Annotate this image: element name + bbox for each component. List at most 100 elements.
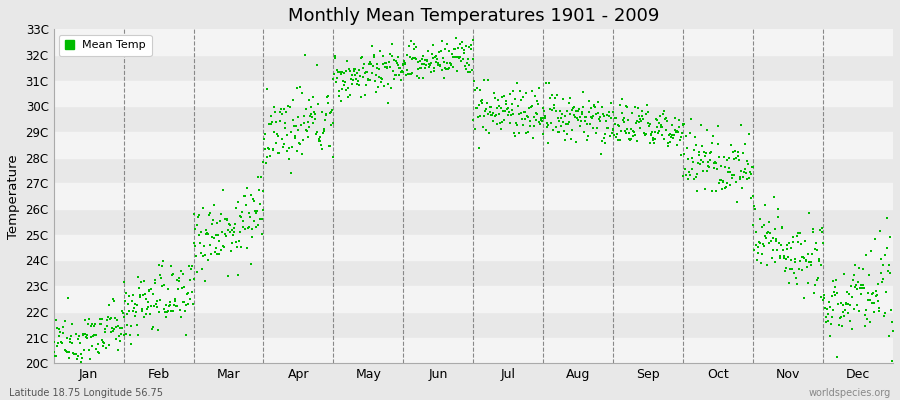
Point xyxy=(121,311,135,318)
Point xyxy=(851,308,866,314)
Point xyxy=(738,140,752,147)
Point xyxy=(814,225,829,231)
Point xyxy=(94,316,109,322)
Point xyxy=(607,132,621,138)
Point xyxy=(811,275,825,281)
Point xyxy=(331,68,346,75)
Point xyxy=(246,226,260,232)
Point xyxy=(109,324,123,330)
Point xyxy=(768,225,782,232)
Point xyxy=(112,325,127,332)
Point xyxy=(816,240,831,246)
Point xyxy=(619,126,634,132)
Point xyxy=(572,114,587,121)
Point xyxy=(748,206,762,212)
Point xyxy=(382,64,397,70)
Point xyxy=(805,250,819,257)
Point xyxy=(709,188,724,194)
Point xyxy=(307,109,321,116)
Point xyxy=(671,116,686,123)
Point xyxy=(649,116,663,122)
Point xyxy=(181,290,195,296)
Point xyxy=(652,128,666,134)
Point xyxy=(218,216,232,222)
Point xyxy=(62,349,77,355)
Point xyxy=(298,51,312,58)
Point xyxy=(698,152,712,159)
Point xyxy=(460,69,474,75)
Point xyxy=(444,60,458,67)
Point xyxy=(720,157,734,164)
Point xyxy=(752,240,767,246)
Point xyxy=(463,68,477,75)
Point xyxy=(661,143,675,149)
Point xyxy=(336,86,350,92)
Point xyxy=(642,122,656,129)
Point xyxy=(448,35,463,42)
Point xyxy=(764,238,778,244)
Point xyxy=(203,250,218,257)
Point xyxy=(317,128,331,134)
Point xyxy=(664,132,679,139)
Point xyxy=(796,255,811,262)
Point xyxy=(611,122,625,128)
Bar xyxy=(54,29,893,55)
Point xyxy=(455,45,470,51)
Point xyxy=(697,149,711,155)
Point xyxy=(280,132,294,138)
Bar xyxy=(54,183,893,209)
Point xyxy=(619,102,634,109)
Point xyxy=(641,120,655,126)
Point xyxy=(501,112,516,118)
Point xyxy=(361,76,375,82)
Point xyxy=(629,138,643,144)
Point xyxy=(548,124,562,130)
Point xyxy=(205,234,220,240)
Point xyxy=(282,156,296,162)
Point xyxy=(597,134,611,141)
Point xyxy=(247,198,261,204)
Point xyxy=(256,136,271,142)
Point xyxy=(540,120,554,126)
Point xyxy=(662,138,677,145)
Point xyxy=(874,270,888,276)
Point xyxy=(868,287,883,294)
Point xyxy=(439,60,454,66)
Point xyxy=(433,62,447,68)
Point xyxy=(479,127,493,133)
Point xyxy=(278,125,293,132)
Point xyxy=(876,262,890,268)
Point xyxy=(802,259,816,265)
Point xyxy=(728,148,742,154)
Point xyxy=(384,52,399,59)
Point xyxy=(807,246,822,252)
Point xyxy=(700,163,715,170)
Point xyxy=(842,291,856,297)
Point xyxy=(126,308,140,314)
Point xyxy=(842,318,857,324)
Point xyxy=(410,43,424,50)
Point xyxy=(176,298,191,305)
Point xyxy=(476,123,491,130)
Point xyxy=(166,308,181,314)
Point xyxy=(507,130,521,136)
Point xyxy=(583,105,598,111)
Point xyxy=(410,59,425,66)
Point xyxy=(244,260,258,267)
Point xyxy=(482,104,497,110)
Point xyxy=(513,87,527,94)
Point xyxy=(580,137,595,144)
Point xyxy=(76,332,90,339)
Point xyxy=(732,156,746,163)
Point xyxy=(603,133,617,140)
Point xyxy=(585,115,599,121)
Point xyxy=(77,331,92,337)
Point xyxy=(707,159,722,166)
Point xyxy=(503,120,517,126)
Point xyxy=(301,119,315,125)
Text: Latitude 18.75 Longitude 56.75: Latitude 18.75 Longitude 56.75 xyxy=(9,388,163,398)
Point xyxy=(789,233,804,240)
Point xyxy=(680,176,695,182)
Point xyxy=(113,338,128,344)
Point xyxy=(599,112,614,118)
